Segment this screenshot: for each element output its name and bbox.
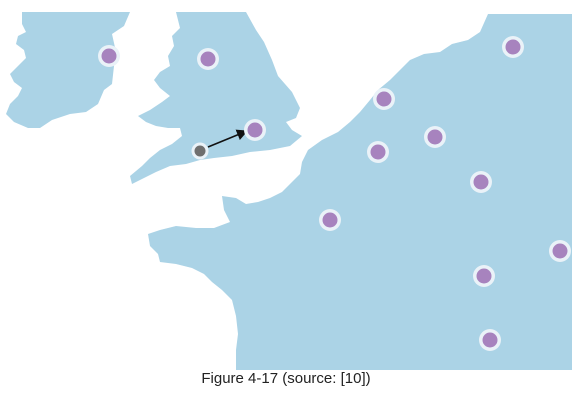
marker-west-france[interactable] <box>319 209 341 231</box>
source-marker[interactable] <box>191 142 209 160</box>
route-arrow <box>207 129 249 148</box>
marker-south-france[interactable] <box>479 329 501 351</box>
marker-germany-north[interactable] <box>502 36 524 58</box>
map <box>6 12 572 370</box>
land-great-britain <box>130 12 302 184</box>
land-continent <box>148 14 572 370</box>
london-marker[interactable] <box>244 119 266 141</box>
marker-northern-england[interactable] <box>197 48 219 70</box>
marker-north-france[interactable] <box>367 141 389 163</box>
figure-caption: Figure 4-17 (source: [10]) <box>201 370 371 387</box>
land-ireland <box>6 12 130 128</box>
marker-belgium[interactable] <box>424 126 446 148</box>
marker-ireland[interactable] <box>98 45 120 67</box>
marker-central-france[interactable] <box>473 265 495 287</box>
marker-netherlands[interactable] <box>373 88 395 110</box>
marker-east-germany[interactable] <box>549 240 571 262</box>
marker-luxembourg[interactable] <box>470 171 492 193</box>
